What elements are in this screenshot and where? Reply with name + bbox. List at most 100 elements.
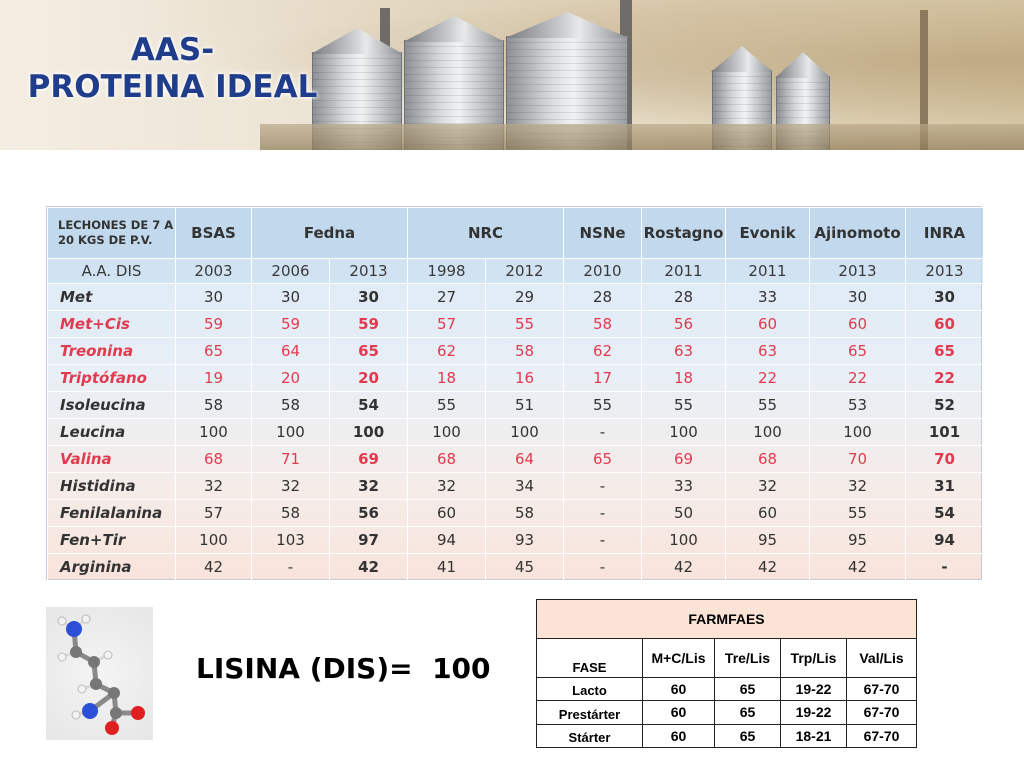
amino-acid-name: Arginina bbox=[47, 553, 176, 581]
amino-acid-row: Met+Cis 59 59 59 57 55 58 56 60 60 60 bbox=[47, 310, 985, 338]
source-header-row: LECHONES DE 7 A 20 KGS DE P.V. BSAS Fedna… bbox=[47, 207, 985, 259]
year-header: 2010 bbox=[563, 258, 643, 284]
value-cell: 60 bbox=[905, 310, 985, 338]
value-cell: - bbox=[563, 553, 643, 581]
year-header: 2006 bbox=[251, 258, 330, 284]
value-cell: 100 bbox=[641, 526, 727, 554]
value-cell: 30 bbox=[251, 283, 330, 311]
value-cell: 32 bbox=[809, 472, 907, 500]
value-cell: 59 bbox=[328, 310, 409, 338]
value-cell: 17 bbox=[563, 364, 643, 392]
page-title: AAS- PROTEINA IDEAL bbox=[0, 32, 345, 106]
value-cell: 60 bbox=[809, 310, 907, 338]
value-cell: 58 bbox=[175, 391, 252, 419]
corner-label-line-1: LECHONES DE 7 A bbox=[58, 218, 174, 232]
value-cell: - bbox=[563, 472, 643, 500]
farmfaes-value: 60 bbox=[642, 700, 715, 725]
value-cell: 58 bbox=[485, 337, 565, 365]
value-cell: 55 bbox=[641, 391, 727, 419]
farmfaes-column-header: Tre/Lis bbox=[714, 637, 781, 678]
aa-dis-label: A.A. DIS bbox=[47, 258, 176, 284]
value-cell: 54 bbox=[328, 391, 409, 419]
header-banner-image: AAS- PROTEINA IDEAL bbox=[0, 0, 1024, 150]
corner-label-line-2: 20 KGS DE P.V. bbox=[58, 233, 153, 247]
value-cell: 22 bbox=[905, 364, 985, 392]
year-header: 2013 bbox=[328, 258, 409, 284]
value-cell: 70 bbox=[809, 445, 907, 473]
value-cell: 22 bbox=[725, 364, 811, 392]
value-cell: 19 bbox=[175, 364, 252, 392]
value-cell: 58 bbox=[485, 499, 565, 527]
value-cell: 42 bbox=[175, 553, 252, 581]
value-cell: 54 bbox=[905, 499, 985, 527]
farmfaes-value: 18-21 bbox=[780, 723, 847, 749]
farmfaes-value: 67-70 bbox=[845, 700, 918, 725]
farmfaes-value: 60 bbox=[642, 676, 715, 702]
value-cell: 62 bbox=[563, 337, 643, 365]
value-cell: 60 bbox=[407, 499, 487, 527]
value-cell: 100 bbox=[175, 418, 252, 446]
value-cell: 100 bbox=[407, 418, 487, 446]
value-cell: 28 bbox=[641, 283, 727, 311]
value-cell: 57 bbox=[407, 310, 487, 338]
value-cell: - bbox=[905, 553, 985, 581]
source-header: Fedna bbox=[250, 207, 409, 259]
amino-acid-row: Met 30 30 30 27 29 28 28 33 30 30 bbox=[47, 283, 985, 311]
amino-acid-row: Treonina 65 64 65 62 58 62 63 63 65 65 bbox=[47, 337, 985, 365]
value-cell: - bbox=[563, 499, 643, 527]
value-cell: 32 bbox=[175, 472, 252, 500]
value-cell: 94 bbox=[407, 526, 487, 554]
amino-acid-name: Isoleucina bbox=[47, 391, 176, 419]
value-cell: 42 bbox=[641, 553, 727, 581]
value-cell: 100 bbox=[175, 526, 252, 554]
value-cell: 32 bbox=[251, 472, 330, 500]
value-cell: 33 bbox=[641, 472, 727, 500]
source-header: NSNe bbox=[563, 207, 643, 259]
value-cell: 32 bbox=[328, 472, 409, 500]
value-cell: 55 bbox=[809, 499, 907, 527]
amino-acid-row: Leucina 100 100 100 100 100-100 100 100 101 bbox=[47, 418, 985, 446]
amino-acid-name: Treonina bbox=[47, 337, 176, 365]
value-cell: 100 bbox=[328, 418, 409, 446]
value-cell: 65 bbox=[563, 445, 643, 473]
farmfaes-body: Lacto 60 65 19-22 67-70 Prestárter 60 65 19-22 67… bbox=[536, 676, 918, 749]
value-cell: 55 bbox=[563, 391, 643, 419]
value-cell: 42 bbox=[809, 553, 907, 581]
source-header: BSAS bbox=[175, 207, 252, 259]
value-cell: 20 bbox=[251, 364, 330, 392]
value-cell: 58 bbox=[563, 310, 643, 338]
value-cell: 64 bbox=[485, 445, 565, 473]
value-cell: - bbox=[563, 418, 643, 446]
value-cell: 22 bbox=[809, 364, 907, 392]
farmfaes-value: 65 bbox=[714, 676, 781, 702]
farmfaes-title: FARMFAES bbox=[535, 599, 918, 639]
farmfaes-value: 67-70 bbox=[845, 676, 918, 702]
value-cell: 103 bbox=[251, 526, 330, 554]
value-cell: 55 bbox=[485, 310, 565, 338]
value-cell: 65 bbox=[809, 337, 907, 365]
value-cell: 30 bbox=[905, 283, 985, 311]
value-cell: 18 bbox=[641, 364, 727, 392]
farmfaes-row: Prestárter 60 65 19-22 67-70 bbox=[536, 700, 918, 725]
value-cell: 42 bbox=[328, 553, 409, 581]
value-cell: 27 bbox=[407, 283, 487, 311]
farmfaes-title-row: FARMFAES bbox=[535, 599, 918, 639]
year-header: 2003 bbox=[175, 258, 252, 284]
value-cell: 52 bbox=[905, 391, 985, 419]
value-cell: 58 bbox=[251, 391, 330, 419]
title-line-2: PROTEINA IDEAL bbox=[27, 69, 318, 105]
value-cell: 100 bbox=[251, 418, 330, 446]
value-cell: 30 bbox=[809, 283, 907, 311]
amino-acid-name: Fenilalanina bbox=[47, 499, 176, 527]
value-cell: 93 bbox=[485, 526, 565, 554]
molecule-icon bbox=[57, 614, 145, 735]
source-header: NRC bbox=[407, 207, 565, 259]
year-header: 2012 bbox=[485, 258, 565, 284]
value-cell: 55 bbox=[725, 391, 811, 419]
value-cell: 57 bbox=[175, 499, 252, 527]
value-cell: 68 bbox=[407, 445, 487, 473]
value-cell: 56 bbox=[328, 499, 409, 527]
value-cell: 69 bbox=[328, 445, 409, 473]
farmfaes-table-container: FARMFAES FASE M+C/Lis Tre/Lis Trp/Lis Val/Li… bbox=[535, 599, 918, 749]
year-header-row: A.A. DIS 2003 2006 2013 1998 2012 2010 2011 201… bbox=[47, 258, 985, 284]
